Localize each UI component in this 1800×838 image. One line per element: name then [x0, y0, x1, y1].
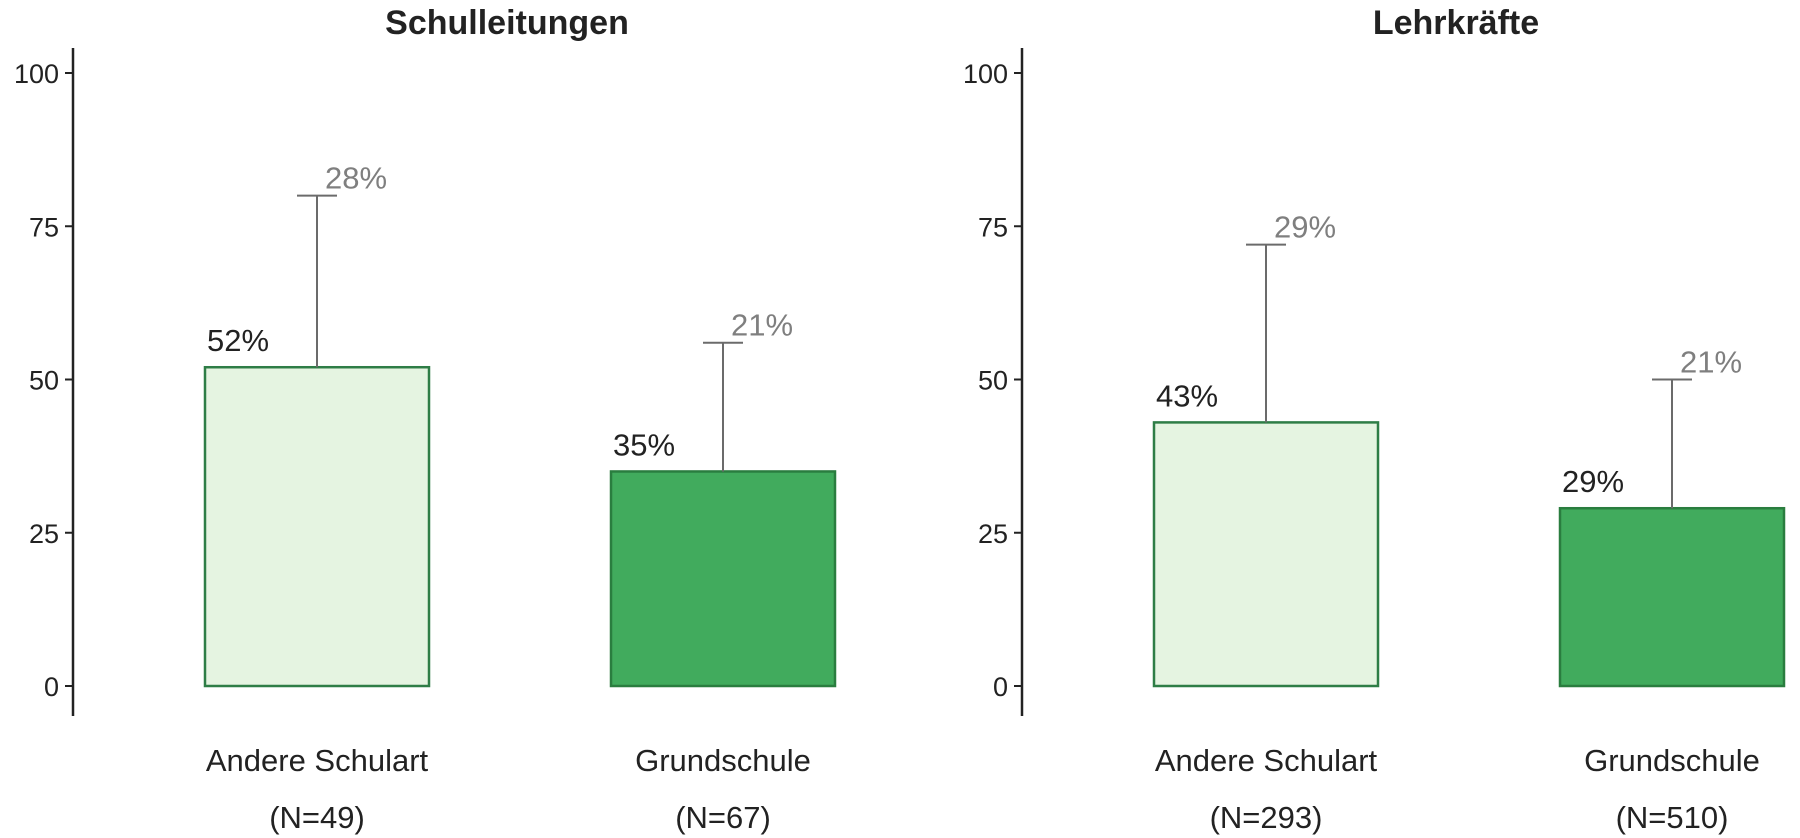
x-tick-sublabel: (N=49) [269, 800, 365, 835]
x-tick-label: Andere Schulart [206, 743, 429, 778]
y-tick-label: 25 [29, 519, 59, 549]
x-tick-label: Grundschule [635, 743, 811, 778]
y-tick-label: 50 [978, 366, 1008, 396]
y-tick-label: 75 [29, 212, 59, 242]
error-label: 21% [1680, 345, 1742, 380]
error-label: 28% [325, 161, 387, 196]
bar [1558, 506, 1786, 688]
y-tick-label: 75 [978, 212, 1008, 242]
bar [1152, 421, 1380, 688]
value-label: 43% [1156, 378, 1218, 413]
value-label: 52% [207, 323, 269, 358]
value-label: 29% [1562, 464, 1624, 499]
bar [203, 365, 431, 688]
x-tick-sublabel: (N=67) [675, 800, 771, 835]
y-tick-label: 0 [993, 672, 1008, 702]
chart-title: Lehrkräfte [1373, 4, 1539, 42]
y-tick-label: 100 [14, 59, 59, 89]
value-label: 35% [613, 427, 675, 462]
error-label: 29% [1274, 210, 1336, 245]
bar [609, 470, 837, 688]
chart-title: Schulleitungen [385, 4, 629, 42]
y-tick-label: 25 [978, 519, 1008, 549]
error-label: 21% [731, 308, 793, 343]
y-tick-label: 100 [963, 59, 1008, 89]
y-tick-label: 0 [44, 672, 59, 702]
x-tick-label: Grundschule [1584, 743, 1760, 778]
x-tick-sublabel: (N=510) [1616, 800, 1729, 835]
x-tick-label: Andere Schulart [1155, 743, 1378, 778]
x-tick-sublabel: (N=293) [1210, 800, 1323, 835]
y-tick-label: 50 [29, 366, 59, 396]
